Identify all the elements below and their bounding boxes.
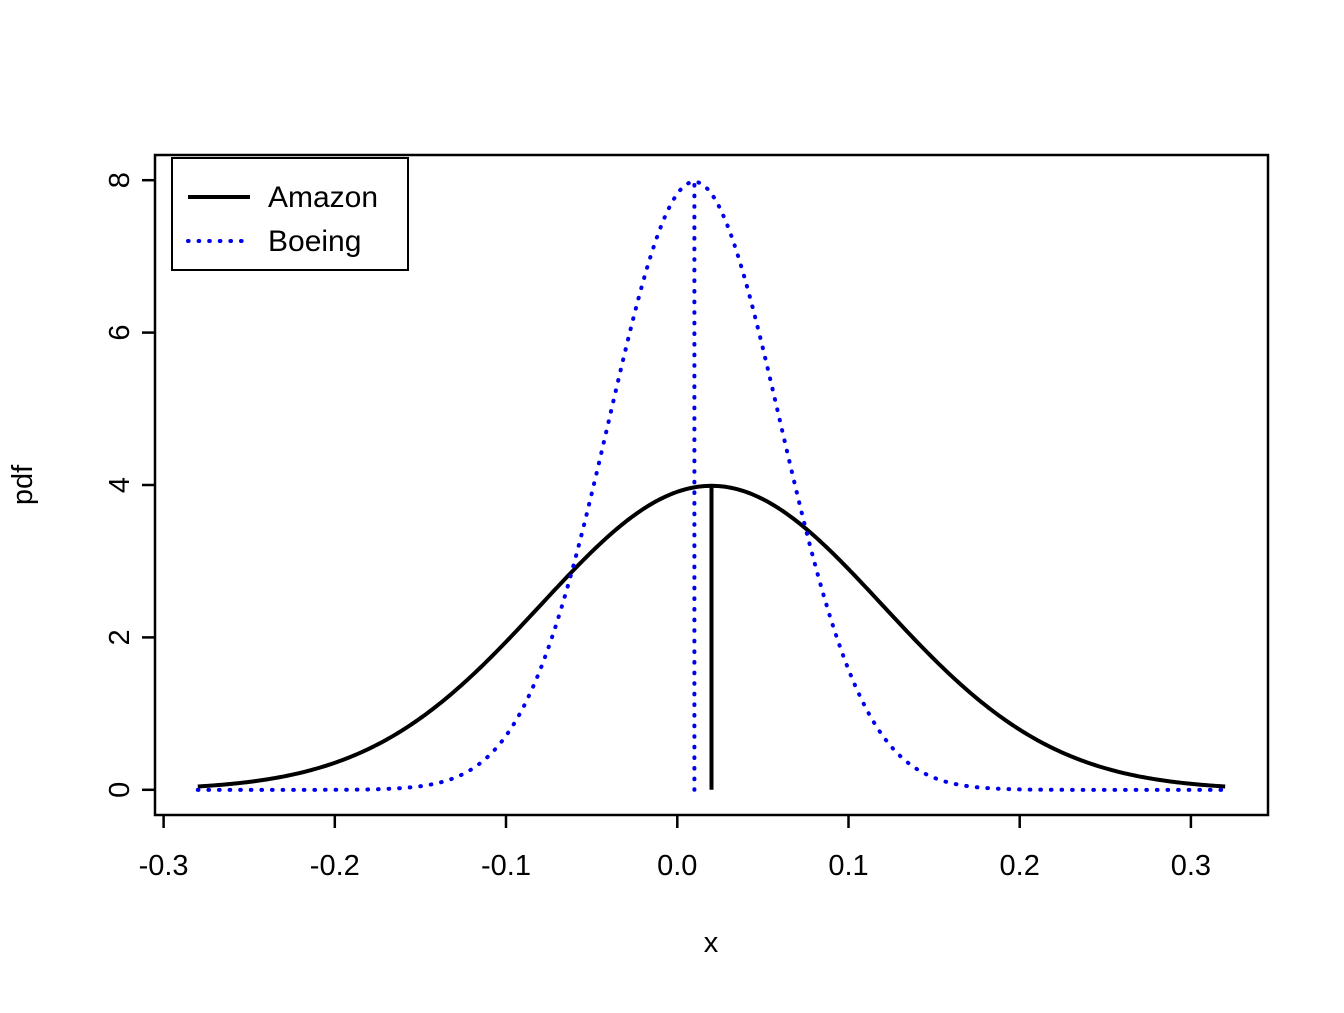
x-tick-label: -0.1	[481, 850, 531, 882]
x-tick-label: 0.3	[1171, 850, 1211, 882]
mean-lines	[692, 179, 714, 792]
legend-box	[171, 157, 409, 271]
x-tick-label: -0.3	[139, 850, 189, 882]
x-tick-label: 0.0	[657, 850, 697, 882]
y-axis-title: pdf	[7, 464, 39, 505]
curve-boeing	[195, 179, 1228, 792]
x-tick-label: 0.1	[828, 850, 868, 882]
x-tick-label: -0.2	[310, 850, 360, 882]
legend-label-boeing: Boeing	[268, 225, 361, 258]
y-tick-label: 6	[104, 325, 136, 341]
x-axis: -0.3 -0.2 -0.1 0.0 0.1 0.2 0.3	[139, 815, 1211, 882]
legend-label-amazon: Amazon	[268, 181, 378, 214]
legend: Amazon Boeing	[171, 157, 409, 271]
y-axis: 0 2 4 6 8	[104, 172, 155, 798]
x-axis-title: x	[704, 927, 719, 959]
y-tick-label: 4	[104, 477, 136, 493]
x-tick-label: 0.2	[1000, 850, 1040, 882]
y-tick-label: 0	[104, 782, 136, 798]
y-tick-label: 8	[104, 172, 136, 188]
y-tick-label: 2	[104, 629, 136, 645]
